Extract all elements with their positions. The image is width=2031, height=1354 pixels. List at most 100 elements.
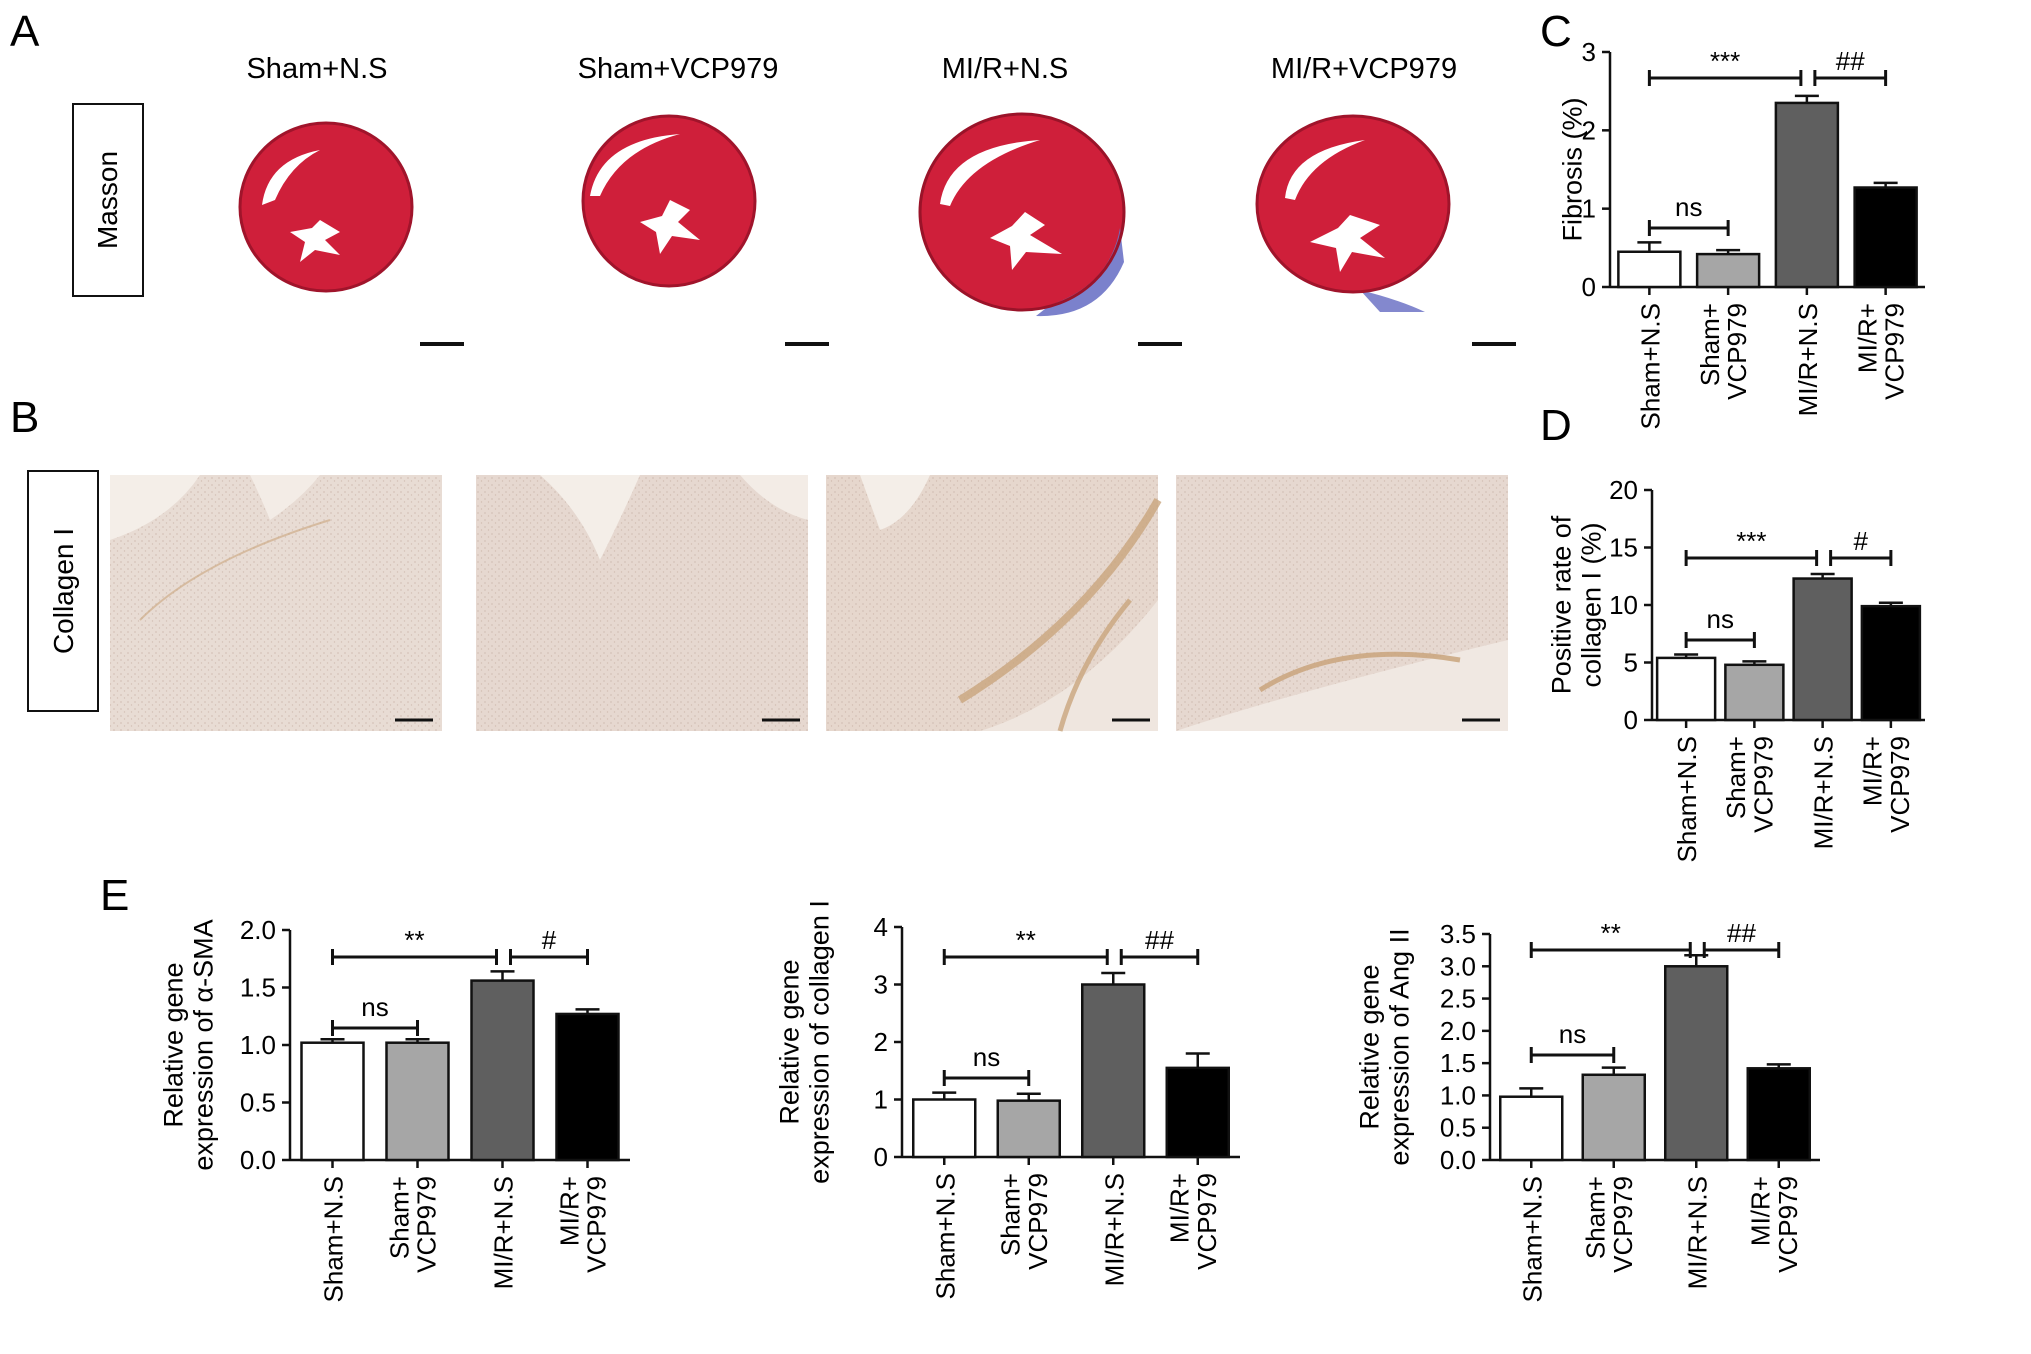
significance-bracket bbox=[1647, 70, 1803, 86]
cat-sham-vcp979: Sham+VCP979 bbox=[1695, 303, 1752, 400]
error-bar bbox=[1878, 601, 1903, 607]
error-bar bbox=[1016, 1092, 1041, 1101]
chart-e-collagen-i: 0 1 2 3 4 Sham+N.S Sham+VCP979 MI/R+N.S MI/R+VCP… bbox=[775, 900, 1240, 1299]
cat-sham-ns: Sham+N.S bbox=[1635, 303, 1665, 429]
significance-label: ## bbox=[1727, 918, 1756, 948]
significance-label: *** bbox=[1736, 526, 1766, 556]
masson-image-mir-vcp979 bbox=[1255, 114, 1516, 346]
y-tick-label: 1.0 bbox=[1440, 1080, 1476, 1110]
cat-mir-vcp979: MI/R+VCP979 bbox=[1746, 1176, 1803, 1273]
collagen-image-mir-ns bbox=[826, 475, 1162, 732]
y-tick-label: 2.0 bbox=[240, 915, 276, 945]
y-tick-label: 0.0 bbox=[1440, 1145, 1476, 1175]
significance-label: ns bbox=[1707, 604, 1734, 634]
panel-letter-b: B bbox=[10, 393, 39, 442]
row-label-masson: Masson bbox=[72, 103, 144, 297]
error-bar bbox=[1519, 1087, 1544, 1097]
y-axis-label: Relative geneexpression of Ang II bbox=[1355, 928, 1415, 1165]
significance-bracket bbox=[331, 949, 498, 965]
y-tick-label: 1 bbox=[1582, 194, 1596, 224]
cat-sham-vcp979: Sham+VCP979 bbox=[1721, 736, 1778, 833]
panel-letter-d: D bbox=[1540, 401, 1572, 450]
y-tick-label: 0 bbox=[874, 1142, 888, 1172]
cat-mir-ns: MI/R+N.S bbox=[1793, 303, 1823, 416]
error-bar bbox=[1810, 572, 1835, 579]
masson-image-sham-ns bbox=[238, 121, 464, 346]
group-title-sham-vcp979: Sham+VCP979 bbox=[578, 53, 779, 85]
bar-mir-ns bbox=[1774, 101, 1840, 289]
panel-letter-c: C bbox=[1540, 7, 1572, 56]
bar-mir-vcp979 bbox=[1165, 1066, 1230, 1159]
error-bar bbox=[1873, 181, 1898, 188]
y-tick-label: 2 bbox=[874, 1027, 888, 1057]
error-bar bbox=[1766, 1063, 1791, 1069]
cat-mir-ns: MI/R+N.S bbox=[1682, 1176, 1712, 1289]
significance-bracket bbox=[942, 949, 1109, 965]
bar-sham-ns bbox=[1617, 250, 1682, 289]
cat-mir-ns: MI/R+N.S bbox=[1099, 1173, 1129, 1286]
panel-letter-a: A bbox=[10, 7, 40, 56]
significance-bracket bbox=[1529, 1047, 1616, 1063]
panel-letter-e: E bbox=[100, 871, 129, 920]
group-title-mir-ns: MI/R+N.S bbox=[942, 53, 1069, 85]
cat-mir-vcp979: MI/R+VCP979 bbox=[554, 1176, 611, 1273]
significance-bracket bbox=[1647, 220, 1730, 236]
row-label-masson-text: Masson bbox=[92, 151, 123, 249]
bar-sham-ns bbox=[1655, 656, 1717, 722]
significance-label: ** bbox=[1016, 925, 1036, 955]
y-axis-label: Fibrosis (%) bbox=[1557, 97, 1587, 241]
cat-sham-vcp979: Sham+VCP979 bbox=[996, 1173, 1053, 1270]
masson-image-sham-vcp979 bbox=[581, 114, 829, 346]
significance-label: ** bbox=[1601, 918, 1621, 948]
error-bar bbox=[1742, 660, 1767, 665]
cat-sham-vcp979: Sham+VCP979 bbox=[384, 1176, 441, 1273]
error-bar bbox=[1101, 971, 1126, 985]
y-tick-label: 4 bbox=[874, 912, 888, 942]
row-label-collagen-text: Collagen I bbox=[48, 528, 79, 654]
bar-mir-vcp979 bbox=[1860, 604, 1922, 722]
y-tick-label: 10 bbox=[1609, 590, 1638, 620]
y-tick-label: 2 bbox=[1582, 115, 1596, 145]
y-tick-label: 0.5 bbox=[1440, 1113, 1476, 1143]
significance-label: ns bbox=[973, 1042, 1000, 1072]
bar-mir-vcp979 bbox=[1746, 1067, 1811, 1162]
y-tick-label: 0.0 bbox=[240, 1145, 276, 1175]
bar-mir-ns bbox=[1081, 983, 1146, 1159]
significance-label: ns bbox=[1559, 1019, 1586, 1049]
cat-sham-ns: Sham+N.S bbox=[930, 1173, 960, 1299]
significance-bracket bbox=[1829, 550, 1893, 566]
significance-label: ns bbox=[1675, 192, 1702, 222]
cat-sham-ns: Sham+N.S bbox=[1517, 1176, 1547, 1302]
y-tick-label: 2.0 bbox=[1440, 1016, 1476, 1046]
y-tick-label: 1.5 bbox=[1440, 1048, 1476, 1078]
row-label-collagen: Collagen I bbox=[27, 470, 99, 712]
bar-mir-vcp979 bbox=[1853, 186, 1918, 289]
bar-mir-ns bbox=[1664, 965, 1729, 1162]
significance-bracket bbox=[1119, 949, 1200, 965]
y-axis-label: Relative geneexpression of α-SMA bbox=[159, 919, 219, 1170]
error-bar bbox=[1716, 248, 1741, 255]
y-tick-label: 0.5 bbox=[240, 1088, 276, 1118]
y-tick-label: 3 bbox=[1582, 37, 1596, 67]
y-tick-label: 1 bbox=[874, 1085, 888, 1115]
chart-c-fibrosis: 0 1 2 3 Sham+N.S Sham+VCP979 MI/R+N.S MI/R+VCP9… bbox=[1557, 37, 1925, 429]
significance-label: # bbox=[542, 925, 557, 955]
significance-label: ns bbox=[361, 992, 388, 1022]
group-title-sham-ns: Sham+N.S bbox=[246, 53, 387, 85]
y-tick-label: 3 bbox=[874, 970, 888, 1000]
masson-image-mir-ns bbox=[918, 112, 1182, 346]
bar-sham-vcp979 bbox=[1581, 1073, 1646, 1162]
cat-sham-vcp979: Sham+VCP979 bbox=[1581, 1176, 1638, 1273]
y-tick-label: 0 bbox=[1624, 705, 1638, 735]
collagen-image-sham-vcp979 bbox=[476, 475, 808, 731]
significance-bracket bbox=[1684, 632, 1756, 648]
significance-bracket bbox=[1702, 942, 1781, 958]
error-bar bbox=[320, 1038, 345, 1043]
significance-label: # bbox=[1854, 526, 1869, 556]
bar-sham-vcp979 bbox=[1695, 252, 1761, 289]
cat-mir-vcp979: MI/R+VCP979 bbox=[1858, 736, 1915, 833]
y-tick-label: 5 bbox=[1624, 648, 1638, 678]
bar-mir-ns bbox=[1792, 577, 1853, 722]
bar-sham-vcp979 bbox=[385, 1041, 450, 1162]
